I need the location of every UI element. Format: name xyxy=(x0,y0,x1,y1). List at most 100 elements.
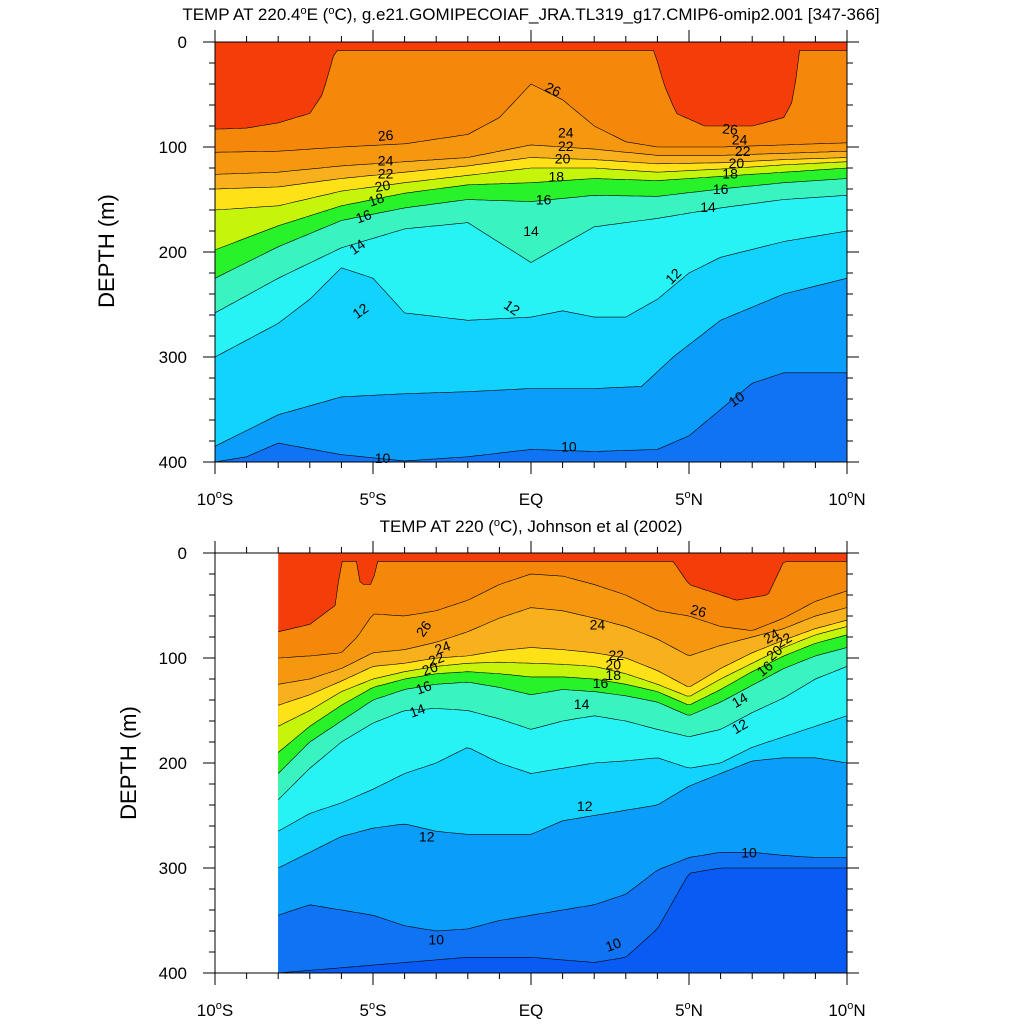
contour-label: 26 xyxy=(722,120,739,137)
axis-ticks xyxy=(203,541,859,985)
temperature-band-10 xyxy=(215,278,847,462)
contour-label: 18 xyxy=(366,189,386,209)
y-tick-label: 0 xyxy=(178,33,187,52)
contour-label: 24 xyxy=(558,124,574,140)
contour-label: 22 xyxy=(426,649,446,669)
y-tick-label: 100 xyxy=(159,138,187,157)
x-tick-label: 10oS xyxy=(197,1000,233,1020)
contour-label: 20 xyxy=(605,656,621,672)
isotherm-8 xyxy=(278,867,847,973)
contour-label: 16 xyxy=(593,675,609,691)
x-tick-label: 5oN xyxy=(675,1000,703,1020)
x-tick-label: 10oN xyxy=(828,1000,865,1020)
contour-label: 18 xyxy=(605,667,621,683)
contour-label: 14 xyxy=(729,689,751,711)
panel-title: TEMP AT 220 (oC), Johnson et al (2002) xyxy=(380,517,683,536)
isotherm-10 xyxy=(215,278,847,447)
isotherm-27 xyxy=(278,561,847,633)
isotherm-14 xyxy=(215,195,847,314)
contour-label: 20 xyxy=(555,151,571,167)
y-tick-label: 400 xyxy=(159,453,187,472)
contour-label: 22 xyxy=(773,629,795,651)
contour-label: 14 xyxy=(407,700,427,720)
isotherm-10 xyxy=(278,757,847,869)
contour-label: 16 xyxy=(414,677,434,697)
x-tick-label: EQ xyxy=(519,1001,544,1020)
isotherm-12 xyxy=(215,230,847,358)
temperature-band-8 xyxy=(278,868,847,973)
contour-label: 24 xyxy=(732,132,748,148)
isotherm-18 xyxy=(215,167,847,251)
contour-label: 14 xyxy=(574,696,590,712)
contour-label: 18 xyxy=(549,168,565,184)
isotherm-27 xyxy=(215,50,847,130)
x-tick-label: 5oS xyxy=(360,1000,387,1020)
contour-field xyxy=(215,42,847,462)
bottom-panel: TEMP AT 220 (oC), Johnson et al (2002) D… xyxy=(116,517,866,1020)
contour-label: 10 xyxy=(375,450,391,466)
isotherm-26 xyxy=(278,573,847,659)
contour-label: 10 xyxy=(561,438,577,454)
x-tick-label: 10oS xyxy=(197,489,233,509)
x-tick-label: 5oS xyxy=(360,489,387,509)
isotherm-26 xyxy=(215,83,847,153)
contour-label: 24 xyxy=(378,153,394,169)
contour-label: 16 xyxy=(353,206,373,226)
isotherm-20 xyxy=(278,626,847,727)
contour-label: 12 xyxy=(729,715,751,737)
contour-label: 12 xyxy=(577,798,593,814)
contour-label: 10 xyxy=(603,934,623,954)
contour-label: 10 xyxy=(741,844,757,860)
contour-label: 14 xyxy=(700,199,716,215)
y-tick-label: 300 xyxy=(159,859,187,878)
y-tick-label: 0 xyxy=(178,544,187,563)
y-tick-label: 300 xyxy=(159,348,187,367)
isotherm-20 xyxy=(215,161,847,211)
isotherm-24 xyxy=(278,607,847,685)
axis-ticks xyxy=(203,30,859,474)
contour-label: 10 xyxy=(428,931,444,947)
isotherm-12 xyxy=(278,715,847,832)
contour-label: 20 xyxy=(729,155,745,171)
y-tick-label: 100 xyxy=(159,649,187,668)
contour-label: 18 xyxy=(722,165,738,181)
contour-field xyxy=(277,553,847,973)
contour-label: 26 xyxy=(377,127,394,144)
contour-label: 20 xyxy=(373,177,391,195)
isotherm-16 xyxy=(277,647,847,774)
y-tick-label: 200 xyxy=(159,754,187,773)
contour-label: 22 xyxy=(609,647,625,663)
isotherm-16 xyxy=(215,178,847,279)
isotherm-9 xyxy=(278,852,847,932)
isotherm-24 xyxy=(215,144,847,175)
contour-label: 22 xyxy=(558,138,574,154)
contour-label: 20 xyxy=(420,658,440,678)
y-axis-label: DEPTH (m) xyxy=(94,194,119,308)
top-panel: TEMP AT 220.4oE (oC), g.e21.GOMIPECOIAF_… xyxy=(94,5,880,509)
contour-label: 24 xyxy=(432,637,452,657)
panel-title: TEMP AT 220.4oE (oC), g.e21.GOMIPECOIAF_… xyxy=(182,5,879,24)
contour-label: 26 xyxy=(689,601,708,621)
contour-label: 14 xyxy=(523,223,539,239)
contour-label: 12 xyxy=(419,829,435,845)
contour-label: 16 xyxy=(713,181,729,197)
x-tick-label: 5oN xyxy=(675,489,703,509)
isotherm-22 xyxy=(278,619,847,706)
isotherm-18 xyxy=(278,634,847,753)
x-tick-label: EQ xyxy=(519,490,544,509)
contour-label: 16 xyxy=(536,192,552,208)
y-axis-label: DEPTH (m) xyxy=(116,706,141,820)
contour-label: 22 xyxy=(735,143,751,159)
contour-label: 22 xyxy=(378,165,394,181)
isotherm-22 xyxy=(215,157,847,190)
isotherm-14 xyxy=(277,666,847,801)
temperature-band-9 xyxy=(215,372,847,462)
isotherm-9 xyxy=(215,372,847,462)
y-tick-label: 200 xyxy=(159,243,187,262)
contour-label: 24 xyxy=(760,625,782,647)
x-tick-label: 10oN xyxy=(828,489,865,509)
contour-label: 24 xyxy=(590,616,606,632)
